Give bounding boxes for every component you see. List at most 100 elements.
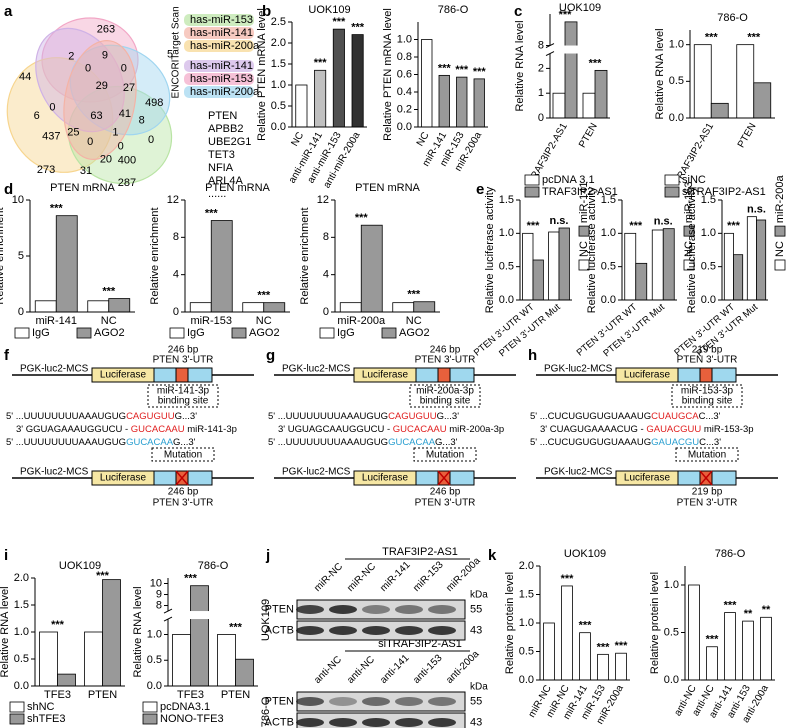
y-axis-label: Relative RNA level <box>0 586 11 677</box>
group-label: siTRAF3IP2-AS1 <box>378 638 462 650</box>
axis-break <box>165 611 171 620</box>
bar <box>332 28 345 128</box>
sequence: 5' ...UUUUUUUUAAAUGUGCAGUGUUG...3' <box>6 411 197 422</box>
vector-label: PGK-luc2-MCS <box>544 467 613 478</box>
sequence-part: 3' GGUAGAAAUGGUCU - <box>16 424 131 435</box>
sequence-part: GUCACAA <box>388 437 436 448</box>
y-tick-label: 0.2 <box>397 103 412 115</box>
y-tick-label: 0.5 <box>669 75 684 87</box>
reporter-label: Luciferase <box>362 473 409 484</box>
legend-label: TRAF3IP2-AS1 <box>542 186 618 198</box>
chart-title: PTEN mRNA <box>355 182 420 194</box>
panel-letter: g <box>266 347 275 364</box>
legend-swatch <box>683 225 695 237</box>
sequence-part: G...3' <box>173 437 196 448</box>
bar <box>543 622 555 681</box>
source-name: ENCORI <box>171 60 182 99</box>
sequence-part: GAUACGU <box>651 437 699 448</box>
y-tick-label: 0.0 <box>271 121 286 133</box>
utr-label: PTEN 3'-UTR <box>153 498 214 509</box>
venn-count: 27 <box>123 82 135 94</box>
bar <box>339 302 362 313</box>
gene: NFIA <box>208 162 234 174</box>
site-label: miR-141-3p <box>157 386 210 397</box>
bar <box>564 21 578 119</box>
y-tick-label: 2.0 <box>14 572 29 584</box>
significance: *** <box>705 32 719 44</box>
length-label: 246 bp <box>168 487 199 498</box>
sequence-part: 5' ...UUUUUUUUAAAUGUG <box>6 437 126 448</box>
blot-band <box>329 718 357 727</box>
length-label: 246 bp <box>430 345 461 356</box>
sequence: 3' CUAGUGAAAACUG - GAUACGUU miR-153-3p <box>540 424 754 435</box>
venn-count: 0 <box>121 63 127 75</box>
utr-label: PTEN 3'-UTR <box>415 355 476 366</box>
blot-band <box>395 718 423 727</box>
legend-label: pcDNA3.1 <box>160 701 210 713</box>
sequence: 5' ...CUCUGUGUGUAAAUGCUAUGCAC...3' <box>530 411 721 422</box>
chart-title: 786-O <box>198 560 229 572</box>
panel-letter: f <box>4 347 10 364</box>
sequence-part: CAGUGUU <box>388 411 437 422</box>
bar <box>579 632 591 681</box>
legend-swatch <box>524 186 540 198</box>
venn-count: 0 <box>49 101 55 113</box>
blot-band <box>428 626 456 635</box>
sequence-part: 5' ...UUUUUUUUAAAUGUG <box>268 437 388 448</box>
x-tick-label: NC <box>290 130 307 148</box>
bar <box>736 44 755 119</box>
legend-swatch <box>184 14 254 26</box>
legend-label: AGO2 <box>94 327 125 339</box>
bar <box>263 302 286 313</box>
legend-swatch <box>683 259 695 271</box>
significance: *** <box>205 207 219 219</box>
venn-count: 6 <box>34 110 40 122</box>
legend-label: IgG <box>32 327 50 339</box>
significance: ** <box>744 608 753 620</box>
vector-label: PGK-luc2-MCS <box>20 364 89 375</box>
bar <box>34 300 57 313</box>
cell-label: UOK109 <box>260 599 272 641</box>
blot-band <box>329 697 357 706</box>
bar <box>746 216 757 301</box>
y-tick-label: 1.0 <box>701 227 716 239</box>
sequence: 5' ...UUUUUUUUAAAUGUGGUCACAAG...3' <box>268 437 458 448</box>
significance: *** <box>355 212 369 224</box>
length-label: 219 bp <box>692 487 723 498</box>
bar <box>413 301 436 313</box>
bar <box>594 69 608 119</box>
utr-label: PTEN 3'-UTR <box>153 355 214 366</box>
significance: *** <box>184 573 198 585</box>
axis-break <box>547 45 553 54</box>
bar <box>753 82 772 119</box>
legend-swatch <box>169 327 185 339</box>
panel-letter: d <box>4 181 13 198</box>
y-tick-label: 8 <box>323 231 329 243</box>
legend-label: has-miR-141 <box>190 60 253 72</box>
blot-band <box>362 626 390 635</box>
bar <box>733 254 744 301</box>
y-axis-label: Relative protein level <box>504 572 516 674</box>
bar <box>295 84 308 128</box>
venn-count: 273 <box>37 164 55 176</box>
bar <box>55 215 78 313</box>
gene: ...... <box>208 188 226 200</box>
legend-swatch <box>9 713 25 725</box>
blot-band <box>296 697 324 706</box>
legend-label: has-miR-200a <box>190 40 260 52</box>
y-axis-label: Relative RNA level <box>654 28 666 119</box>
sequence-part: 5' ...UUUUUUUUAAAUGUG <box>268 411 388 422</box>
panel-letter: k <box>488 547 497 564</box>
y-tick-label: 8 <box>173 231 179 243</box>
bar <box>651 229 664 301</box>
bar <box>473 78 485 128</box>
lane-label: miR-NC <box>312 561 345 594</box>
gene: PTEN <box>208 110 237 122</box>
y-tick-label: 0.0 <box>669 112 684 124</box>
site-frame <box>147 384 219 408</box>
reporter-label: Luciferase <box>362 370 409 381</box>
sequence: 3' UGUAGCAAUGGUCU - GUCACAAU miR-200a-3p <box>278 424 504 435</box>
lane-label: anti-NC <box>312 654 344 686</box>
vector-label: PGK-luc2-MCS <box>282 467 351 478</box>
sequence: 5' ...CUCUGUGUGUAAAUGGAUACGUC...3' <box>530 437 721 448</box>
